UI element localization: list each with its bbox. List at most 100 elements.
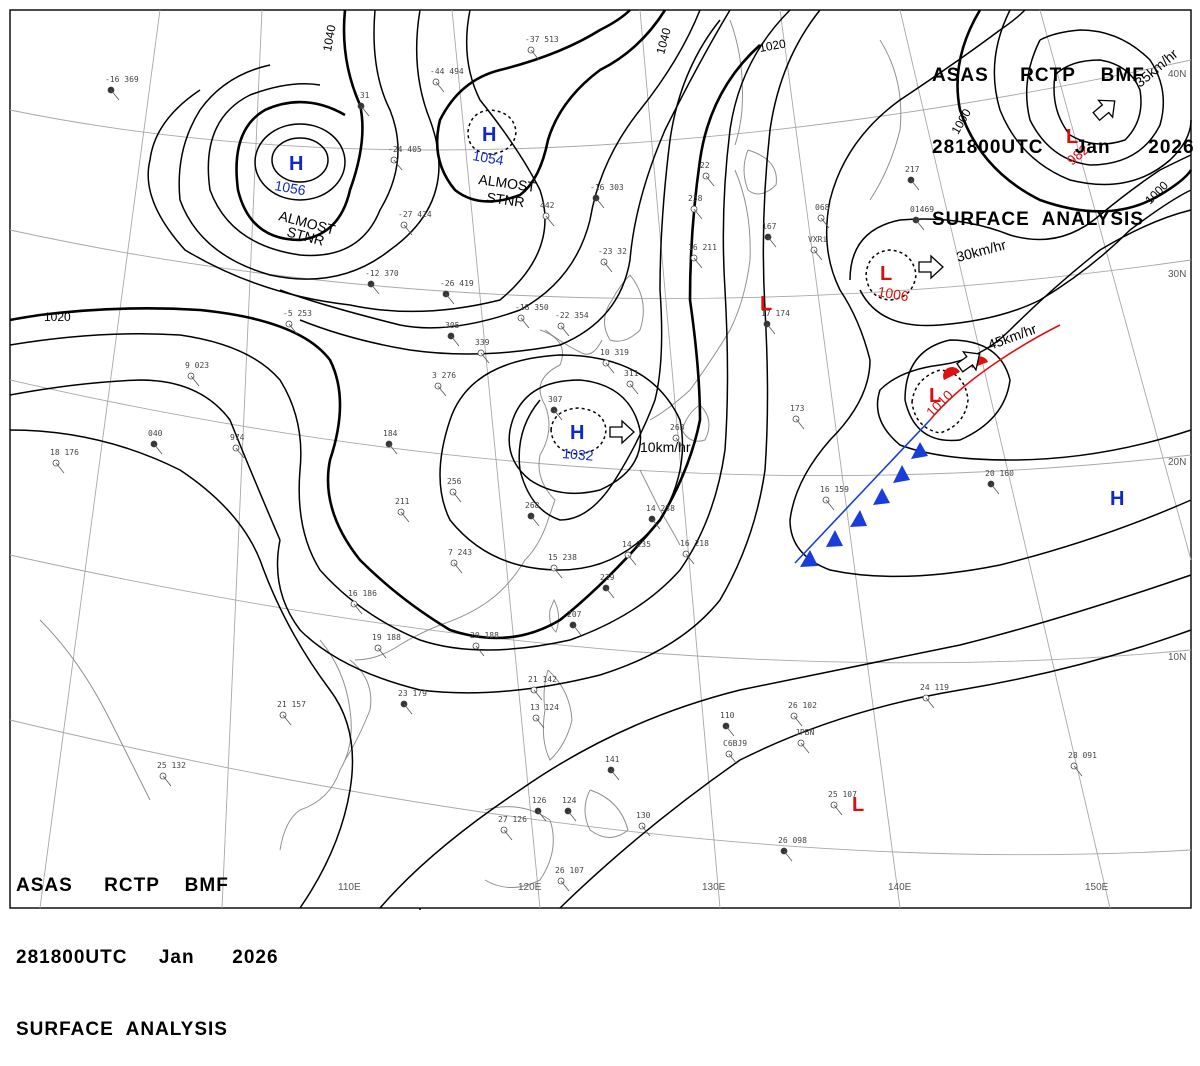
station-plot: 17 174 [761, 309, 790, 335]
station-value: 3 276 [432, 371, 456, 380]
wind-barb [767, 236, 777, 248]
station-value: 068 [815, 203, 830, 212]
wind-barb [162, 775, 172, 787]
station-plot: 24 119 [920, 683, 949, 709]
parallel-0 [9, 719, 1192, 856]
station-plot: 27 126 [498, 815, 527, 841]
station-plot: 211 [395, 497, 410, 523]
meridian-150e [899, 9, 1111, 909]
station-plot: 25 132 [157, 761, 186, 787]
station-value: -16 303 [590, 183, 624, 192]
header-line: ASAS RCTP BMF [16, 875, 229, 896]
front-barb [800, 550, 818, 567]
station-plot: 21 157 [277, 700, 306, 726]
station-plot: 22 [700, 161, 715, 187]
wind-barb [360, 105, 370, 117]
station-plot: 339 [475, 338, 490, 364]
station-plot: -16 303 [590, 183, 624, 209]
isobar-1008-south [379, 574, 1192, 909]
wind-barb [452, 491, 462, 503]
cold-front-line [794, 419, 931, 564]
isobar-1032-center [550, 407, 607, 455]
lon-label: 140E [888, 882, 912, 893]
wind-barb [445, 293, 455, 305]
station-value: 7 243 [448, 548, 472, 557]
wind-barb [910, 179, 920, 191]
station-plot: 442 [540, 201, 555, 227]
wind-barb [560, 880, 570, 892]
station-plot: 184 [383, 429, 398, 455]
station-plot: 26 098 [778, 836, 807, 862]
motion-speed: 10km/hr [640, 439, 691, 455]
wind-barb [915, 219, 925, 231]
lat-label: 40N [1168, 69, 1186, 80]
wind-barb [820, 217, 830, 229]
cold-front [794, 419, 931, 567]
station-value: 21 142 [528, 675, 557, 684]
lat-label: 10N [1168, 652, 1186, 663]
front-barb [893, 465, 910, 483]
isobar-1028-south [508, 379, 642, 495]
isobar-1006-center [865, 249, 917, 301]
station-plot: 25 107 [828, 790, 857, 816]
station-value: -37 513 [525, 35, 559, 44]
station-plot: 110 [720, 711, 735, 737]
hokkaido [743, 149, 777, 195]
isobar-1036 [207, 9, 399, 257]
isobar-1012 [276, 9, 821, 694]
lat-label: 30N [1168, 269, 1186, 280]
station-plot: 268 [525, 501, 540, 527]
station-value: -24 405 [388, 145, 422, 154]
station-value: 167 [762, 222, 777, 231]
isobar-992 [1025, 29, 1165, 166]
note-line: STNR [486, 189, 526, 210]
station-plot: 16 211 [688, 243, 717, 269]
station-plot: 130 [636, 811, 651, 837]
station-plot: -31 [355, 91, 370, 117]
vietnam-coast [344, 659, 372, 761]
wind-barb [766, 323, 776, 335]
station-value: 207 [567, 610, 582, 619]
taiwan [549, 598, 560, 633]
station-plot: 3 276 [432, 371, 456, 397]
station-value: 211 [395, 497, 410, 506]
isobars [9, 9, 1193, 910]
front-barb [911, 442, 928, 459]
station-plot: VXRi [808, 235, 827, 261]
station-plot: 7 243 [448, 548, 472, 574]
wind-barb [400, 511, 410, 523]
station-value: 268 [525, 501, 540, 510]
station-plot: -23 32 [598, 247, 627, 273]
station-value: -44 494 [430, 67, 464, 76]
station-plot: -18 350 [515, 303, 549, 329]
wind-barb [693, 208, 703, 220]
station-plot: -26 419 [440, 279, 474, 305]
wind-barb [288, 323, 298, 335]
graticule-labels: 110E 120E 130E 140E 150E 40N 30N 20N 10N [338, 69, 1186, 893]
station-plot: -16 369 [105, 75, 139, 101]
header-line: 281800UTC Jan 2026 [16, 947, 279, 968]
wind-barb [627, 554, 637, 566]
bohai [544, 329, 603, 355]
station-plot: 217 [905, 165, 920, 191]
station-plot: 124 [562, 796, 577, 822]
kamchatka [869, 39, 902, 201]
station-plot: -12 370 [365, 269, 399, 295]
station-plot: C6BJ9 [723, 739, 747, 765]
isobar-label: 1040 [653, 26, 674, 56]
wind-barb [783, 850, 793, 862]
lat-label: 20N [1168, 457, 1186, 468]
meridian-100e [39, 9, 161, 909]
isobar-label: 1020 [758, 36, 787, 54]
isobar-1054-center [467, 109, 517, 155]
isobar-988 [1053, 59, 1142, 145]
station-value: 01469 [910, 205, 934, 214]
parallel-20n [9, 379, 1192, 477]
station-value: 22 [700, 161, 710, 170]
station-plot: -44 494 [430, 67, 464, 93]
station-value: -22 354 [555, 311, 589, 320]
station-plot: 167 [762, 222, 777, 248]
motion-arrow [1092, 99, 1116, 122]
station-plot: -22 354 [555, 311, 589, 337]
station-value: 256 [447, 477, 462, 486]
